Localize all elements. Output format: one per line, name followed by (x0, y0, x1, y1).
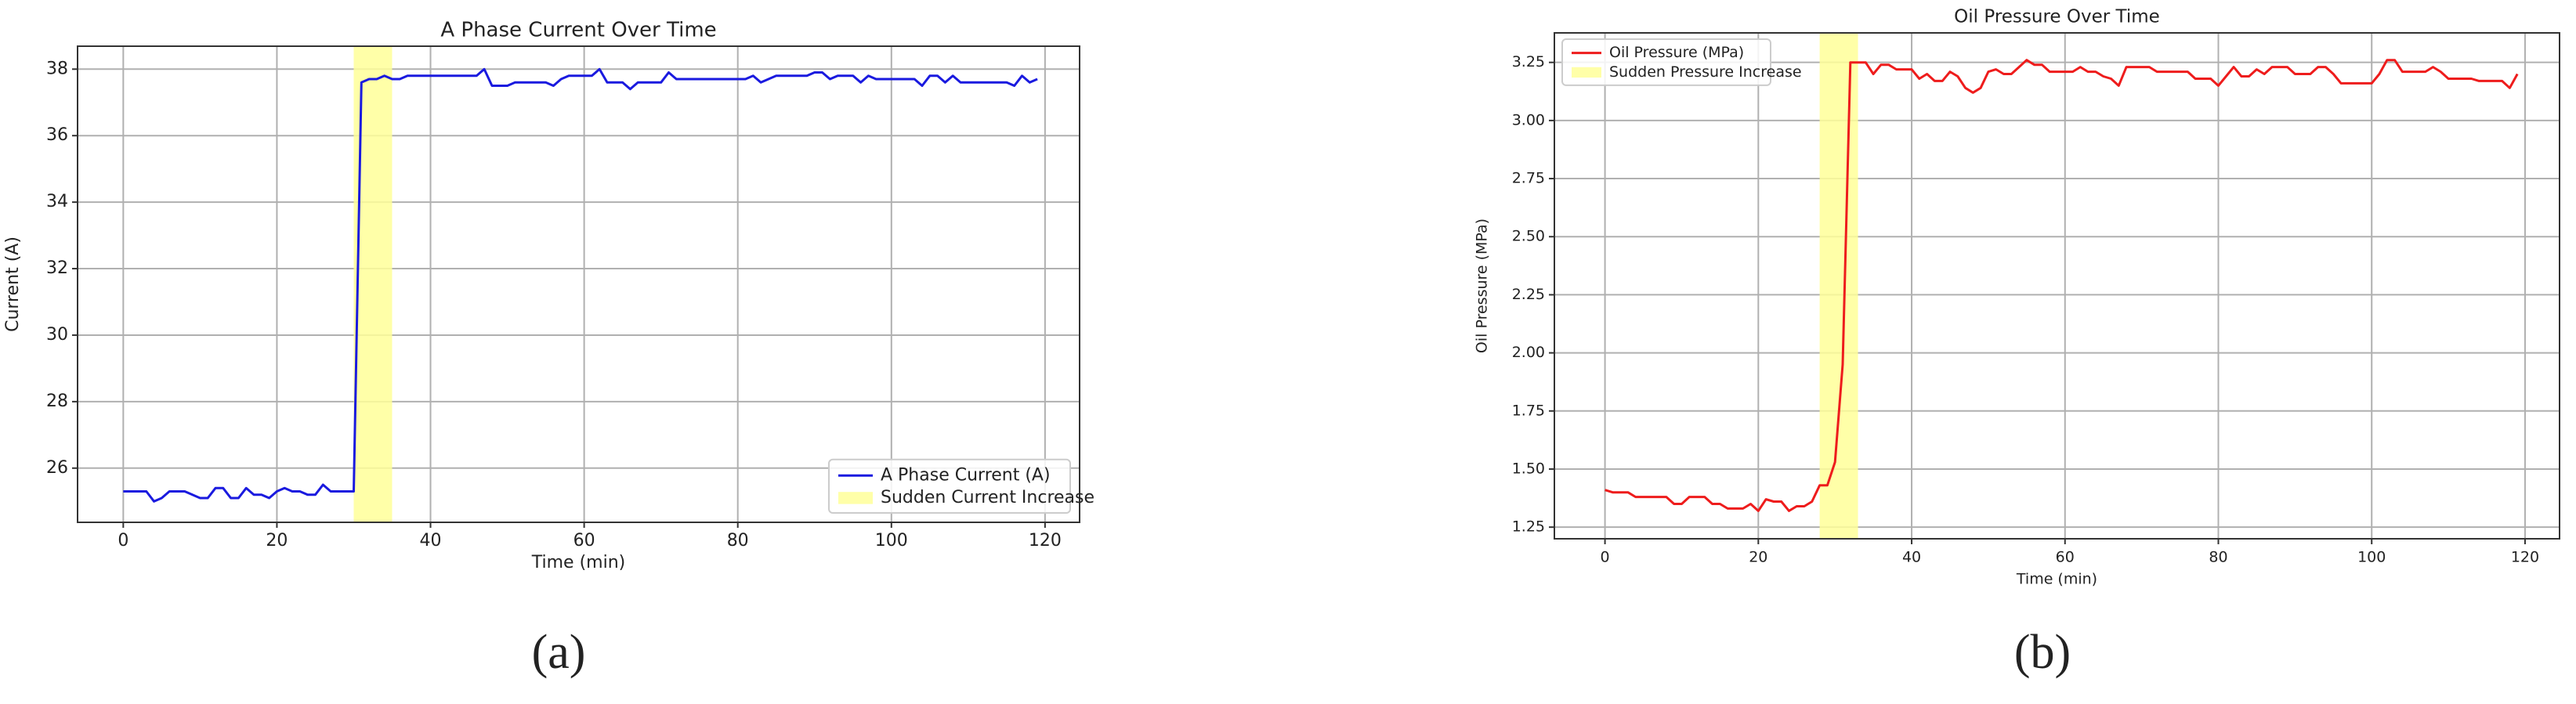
x-tick-label: 20 (1749, 549, 1767, 566)
legend-patch (838, 492, 873, 504)
y-tick-label: 38 (46, 59, 68, 78)
x-tick-label: 120 (2511, 549, 2539, 566)
legend-label: Oil Pressure (MPa) (1609, 44, 1744, 61)
x-tick-label: 100 (875, 531, 908, 551)
x-tick-label: 60 (573, 531, 595, 551)
highlight-span (353, 46, 393, 522)
legend-box (1561, 38, 1771, 86)
y-tick-label: 32 (46, 258, 68, 278)
y-axis-label: Current (A) (3, 236, 23, 332)
x-tick-label: 60 (2056, 549, 2075, 566)
x-tick-label: 120 (1029, 531, 1062, 551)
y-tick-label: 2.25 (1512, 286, 1545, 303)
legend-label: Sudden Current Increase (881, 488, 1094, 507)
x-tick-label: 20 (266, 531, 288, 551)
chart: 0 20 40 60 80 100 120 26 28 30 32 34 36 38 A Phase Cur… (3, 19, 1094, 680)
caption: (b) (2014, 626, 2071, 679)
y-tick-label: 30 (46, 325, 68, 345)
y-axis-label: Oil Pressure (MPa) (1474, 218, 1491, 353)
legend-label: A Phase Current (A) (881, 465, 1051, 485)
x-tick-label: 0 (1601, 549, 1610, 566)
legend-box (828, 458, 1071, 514)
y-tick-label: 3.00 (1512, 111, 1545, 128)
plot-frame (77, 45, 1080, 523)
x-tick-label: 80 (2209, 549, 2227, 566)
y-tick-label: 1.75 (1512, 402, 1545, 419)
y-tick-label: 2.50 (1512, 228, 1545, 245)
x-tick-label: 0 (118, 531, 128, 551)
x-axis-label: Time (min) (2016, 571, 2097, 588)
y-tick-label: 1.50 (1512, 460, 1545, 477)
y-tick-label: 28 (46, 392, 68, 411)
data-line (123, 67, 1038, 503)
y-tick-label: 26 (46, 458, 68, 478)
highlight-span (1819, 33, 1858, 539)
y-tick-label: 34 (46, 192, 68, 211)
y-tick-label: 3.25 (1512, 53, 1545, 70)
y-tick-label: 1.25 (1512, 518, 1545, 536)
chart: 0 20 40 60 80 100 120 1.25 1.50 1.75 2.00 2.25 2.50 2… (1474, 7, 2560, 679)
x-tick-label: 80 (727, 531, 749, 551)
x-tick-label: 100 (2357, 549, 2386, 566)
y-tick-label: 2.75 (1512, 170, 1545, 187)
chart-title: Oil Pressure Over Time (1954, 7, 2160, 27)
legend-patch (1572, 67, 1601, 78)
x-axis-label: Time (min) (531, 553, 626, 572)
chart-title: A Phase Current Over Time (440, 19, 716, 42)
x-tick-label: 40 (420, 531, 442, 551)
x-tick-label: 40 (1902, 549, 1921, 566)
legend-label: Sudden Pressure Increase (1609, 63, 1802, 81)
y-tick-label: 36 (46, 125, 68, 145)
data-line (1605, 59, 2519, 512)
caption: (a) (532, 626, 586, 679)
plot-frame (1554, 32, 2560, 540)
y-tick-label: 2.00 (1512, 344, 1545, 361)
